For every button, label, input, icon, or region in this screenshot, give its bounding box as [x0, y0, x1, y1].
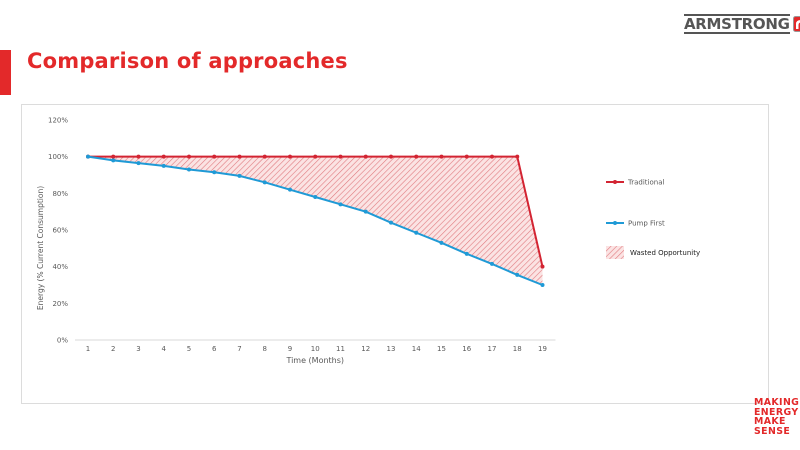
x-tick-label: 5: [187, 345, 191, 353]
x-tick-label: 2: [111, 345, 115, 353]
data-point-traditional: [515, 154, 520, 159]
data-point-pump-first: [313, 195, 318, 199]
y-tick-label: 120%: [48, 117, 68, 125]
brand-wordmark: ARMSTRONG: [684, 14, 790, 34]
x-tick-label: 8: [263, 345, 267, 353]
data-point-pump-first: [439, 240, 444, 245]
data-point-traditional: [187, 154, 191, 159]
data-point-pump-first: [86, 154, 90, 159]
data-point-pump-first: [237, 173, 242, 178]
x-tick-label: 7: [237, 345, 241, 353]
data-point-pump-first: [414, 230, 419, 235]
chart-panel: 0% 20% 40% 60% 80% 100% 120% 1 2 3 4 5 6 7 8 9 10 11 12 13 1…: [21, 104, 769, 404]
data-point-pump-first: [288, 187, 292, 192]
legend-label-wasted-opportunity: Wasted Opportunity: [630, 249, 700, 257]
wasted-opportunity-area: [88, 156, 543, 285]
data-point-pump-first: [161, 163, 166, 168]
y-tick-label: 80%: [52, 190, 68, 198]
x-tick-label: 19: [538, 345, 547, 353]
y-tick-label: 0%: [57, 337, 68, 345]
data-point-traditional: [389, 154, 393, 159]
data-point-pump-first: [363, 209, 368, 214]
data-point-traditional: [136, 154, 141, 159]
data-point-traditional: [464, 154, 469, 159]
x-tick-label: 18: [513, 345, 522, 353]
x-tick-label: 1: [86, 345, 90, 353]
data-point-pump-first: [212, 170, 217, 175]
data-point-traditional: [111, 154, 116, 159]
data-point-pump-first: [490, 261, 494, 266]
data-point-pump-first: [540, 283, 545, 287]
slide-title: Comparison of approaches: [27, 49, 348, 73]
data-point-pump-first: [262, 180, 267, 185]
x-tick-label: 9: [288, 345, 292, 353]
data-point-traditional: [414, 154, 419, 159]
data-point-traditional: [338, 154, 343, 159]
armstrong-logo-icon: [792, 16, 800, 32]
x-axis-title: Time (Months): [285, 356, 344, 365]
energy-comparison-chart: 0%20%40%60%80%100%120%1 2 3 4 5 6 7 8 9 10 11 12 13 1…: [36, 117, 700, 366]
title-accent-bar: [0, 50, 11, 95]
data-point-pump-first: [389, 220, 393, 225]
brand-tagline: MAKING ENERGY MAKE SENSE: [754, 398, 799, 436]
tagline-line: SENSE: [754, 425, 791, 437]
data-point-pump-first: [111, 158, 116, 163]
brand-logo: ARMSTRONG: [684, 14, 800, 34]
data-point-traditional: [262, 154, 267, 159]
data-point-traditional: [540, 264, 545, 269]
data-point-pump-first: [136, 161, 141, 166]
x-tick-label: 11: [336, 345, 345, 353]
legend-label-traditional: Traditional: [627, 179, 665, 187]
data-point-traditional: [490, 154, 494, 159]
y-tick-label: 60%: [52, 227, 68, 235]
data-point-pump-first: [515, 272, 520, 277]
x-tick-label: 17: [488, 345, 497, 353]
x-tick-label: 14: [412, 345, 421, 353]
x-tick-label: 13: [387, 345, 396, 353]
y-axis-title: Energy (% Current Consumption): [36, 186, 45, 310]
data-point-pump-first: [464, 251, 469, 256]
data-point-traditional: [313, 154, 318, 159]
data-point-pump-first: [338, 202, 343, 207]
x-tick-label: 6: [212, 345, 217, 353]
data-point-pump-first: [187, 167, 191, 172]
data-point-traditional: [212, 154, 217, 159]
tagline-line: MAKE: [754, 416, 786, 428]
x-tick-label: 16: [462, 345, 471, 353]
legend-swatch-wasted-opportunity: [606, 246, 624, 259]
x-tick-label: 15: [437, 345, 446, 353]
tagline-line: MAKING: [754, 397, 800, 408]
x-tick-label: 12: [361, 345, 370, 353]
x-tick-label: 4: [162, 345, 167, 353]
x-tick-label: 3: [136, 345, 140, 353]
y-tick-label: 20%: [52, 300, 68, 308]
legend-marker-traditional: [613, 180, 617, 184]
data-point-traditional: [288, 154, 292, 159]
legend-label-pump-first: Pump First: [628, 220, 665, 228]
data-point-traditional: [439, 154, 444, 159]
data-point-traditional: [363, 154, 368, 159]
tagline-line: ENERGY: [754, 406, 799, 418]
data-point-traditional: [237, 154, 242, 159]
legend-marker-pump-first: [613, 221, 617, 225]
y-tick-label: 100%: [48, 153, 68, 161]
x-tick-label: 10: [311, 345, 320, 353]
data-point-traditional: [161, 154, 166, 159]
y-tick-label: 40%: [52, 263, 68, 271]
